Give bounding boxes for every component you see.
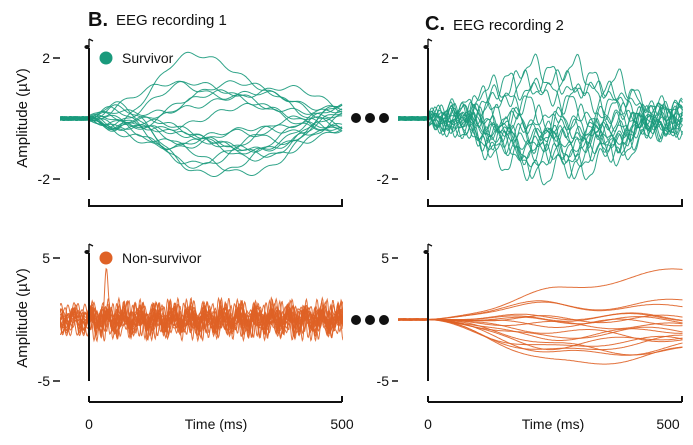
eeg-trace <box>398 65 683 137</box>
traces-b-survivor <box>60 51 343 177</box>
eeg-trace <box>398 53 683 129</box>
panel-b-title: EEG recording 1 <box>116 12 227 29</box>
ytick-top-left-min: -2 <box>38 171 51 187</box>
xtick-c-start: 0 <box>424 416 432 432</box>
eeg-trace <box>60 106 343 165</box>
eeg-trace <box>60 80 343 131</box>
eeg-trace <box>60 113 343 158</box>
eeg-trace <box>398 97 683 159</box>
traces-c-non-survivor <box>398 268 683 365</box>
eeg-trace <box>398 104 683 162</box>
panel-c-title: EEG recording 2 <box>453 17 564 34</box>
music-note-icon <box>423 38 433 49</box>
x-axis-label-c: Time (ms) <box>522 416 584 432</box>
eeg-trace <box>398 318 683 351</box>
xtick-b-start: 0 <box>85 416 93 432</box>
bracket-c <box>427 199 683 207</box>
eeg-trace <box>60 113 343 150</box>
eeg-trace <box>60 297 343 343</box>
eeg-trace <box>60 102 343 132</box>
legend-non-survivor-marker <box>99 251 113 265</box>
eeg-trace <box>60 51 343 131</box>
ytick-bottom-right-max: 5 <box>381 250 389 266</box>
y-axis-label-top: Amplitude (µV) <box>14 68 31 168</box>
y-axis-label-bottom: Amplitude (µV) <box>14 268 31 368</box>
x-axis-label-b: Time (ms) <box>185 416 247 432</box>
eeg-trace <box>398 95 683 139</box>
eeg-trace <box>398 103 683 144</box>
eeg-trace <box>398 101 683 152</box>
panel-c-letter: C. <box>425 13 445 35</box>
ytick-top-right-min: -2 <box>377 171 390 187</box>
eeg-trace <box>398 314 683 324</box>
music-note-icon <box>84 38 94 49</box>
xtick-c-end: 500 <box>656 416 680 432</box>
eeg-trace <box>60 308 343 331</box>
traces-c-survivor <box>398 53 683 186</box>
traces-b-non-survivor <box>60 267 343 343</box>
eeg-trace <box>60 89 343 132</box>
ytick-bottom-left-min: -5 <box>38 373 51 389</box>
ytick-bottom-right-min: -5 <box>377 373 390 389</box>
ellipsis-dots-icon <box>351 315 389 325</box>
legend-non-survivor-label: Non-survivor <box>122 250 202 266</box>
xtick-b-end: 500 <box>330 416 354 432</box>
ytick-top-left-max: 2 <box>42 50 50 66</box>
ytick-marks <box>53 57 398 382</box>
eeg-trace <box>398 268 683 321</box>
eeg-trace <box>60 104 343 177</box>
eeg-trace <box>398 318 683 347</box>
onset-lines <box>88 48 429 381</box>
x-axes <box>88 396 683 403</box>
legend-survivor-marker <box>99 51 113 65</box>
eeg-trace <box>60 101 343 169</box>
music-note-icon <box>423 243 433 254</box>
ytick-bottom-left-max: 5 <box>42 250 50 266</box>
eeg-trace <box>398 318 683 356</box>
legend-survivor-label: Survivor <box>122 50 174 66</box>
eeg-trace <box>60 80 343 121</box>
eeg-trace <box>398 77 683 132</box>
eeg-trace <box>60 103 343 155</box>
ytick-top-right-max: 2 <box>381 50 389 66</box>
bracket-b <box>88 199 343 207</box>
panel-b-letter: B. <box>88 9 108 31</box>
ellipsis-dots-icon <box>351 113 389 123</box>
music-note-icon <box>84 243 94 254</box>
